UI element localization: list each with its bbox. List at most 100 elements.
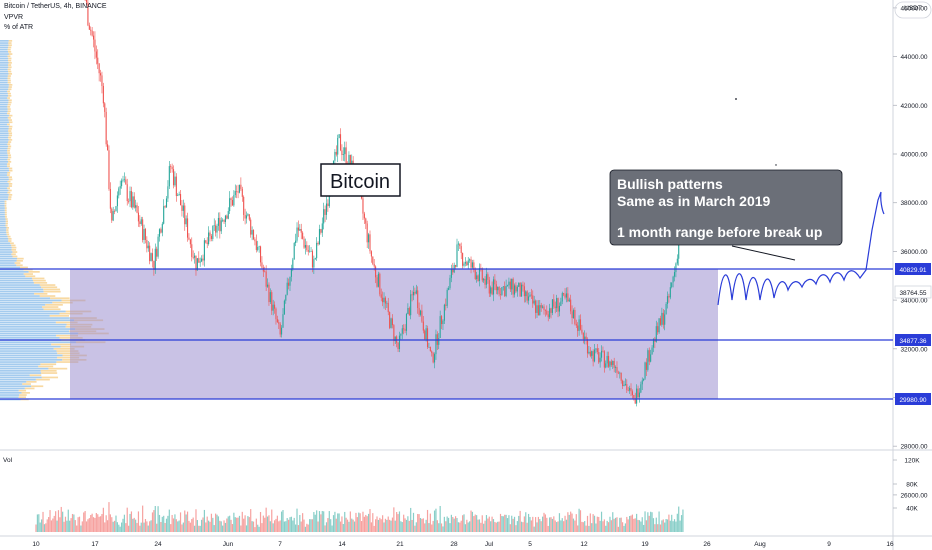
volume-bar <box>101 514 103 532</box>
volume-profile-bar-down <box>5 220 8 223</box>
candle-body <box>613 360 615 368</box>
candle-body <box>279 323 281 335</box>
candle-body <box>90 29 92 31</box>
volume-profile-bar-up <box>0 233 7 236</box>
volume-bar <box>377 519 380 532</box>
volume-bar <box>650 511 652 532</box>
volume-profile-bar-down <box>49 315 70 317</box>
volume-bar <box>335 518 337 532</box>
candle-body <box>115 206 117 212</box>
volume-profile-bar-up <box>0 271 29 273</box>
volume-bar <box>156 523 158 532</box>
volume-bar <box>154 506 156 532</box>
candle-body <box>241 188 243 197</box>
volume-bar <box>77 517 79 532</box>
callout-box[interactable] <box>609 169 843 246</box>
volume-bar <box>623 525 625 532</box>
candle-body <box>165 198 168 208</box>
volume-profile-bar-down <box>25 275 36 278</box>
volume-bar <box>105 515 107 532</box>
candle-body <box>640 384 642 393</box>
volume-bar <box>195 509 197 532</box>
candle-body <box>672 276 674 283</box>
volume-bar <box>505 514 507 532</box>
volume-profile-bar-up <box>0 231 7 234</box>
candle-body <box>236 191 238 192</box>
candle-body <box>91 30 93 36</box>
volume-bar <box>264 517 266 532</box>
indicator-vpvr[interactable]: VPVR <box>4 14 24 21</box>
candle-body <box>168 166 170 187</box>
projection-drawing[interactable] <box>717 191 885 306</box>
volume-profile-bar-up <box>0 359 63 361</box>
volume-bar <box>328 511 330 532</box>
volume-profile-bar-down <box>8 178 13 181</box>
candle-body <box>637 388 639 398</box>
volume-bar <box>637 519 639 532</box>
volume-bar <box>167 515 169 532</box>
time-axis[interactable]: 10 17 24 Jun 7 14 21 28 Jul 5 12 19 26 Aug 9 16 <box>32 541 894 548</box>
candle-body <box>633 395 635 399</box>
volume-bar <box>299 514 301 532</box>
candle-body <box>528 296 530 301</box>
volume-bar <box>215 513 217 532</box>
volume-bar <box>542 516 544 532</box>
volume-bar <box>425 519 427 532</box>
volume-profile-bar-down <box>57 352 80 355</box>
candle-body <box>650 354 652 362</box>
volume-bar <box>613 518 615 532</box>
currency-badge[interactable] <box>894 1 932 19</box>
price-axis[interactable]: 62000.0060000.0058000.0056000.0054000.00… <box>893 0 928 499</box>
volume-bar <box>658 511 660 532</box>
volume-bar <box>540 521 542 532</box>
volume-bar <box>407 516 409 532</box>
volume-profile-bar-down <box>40 363 57 366</box>
volume-bar <box>88 518 90 532</box>
volume-bar <box>600 511 603 532</box>
volume-bar <box>393 507 395 532</box>
volume-bar <box>115 515 117 532</box>
candle-body <box>380 294 382 298</box>
volume-profile-bar-down <box>9 242 14 245</box>
volume-profile-bar-up <box>0 238 9 240</box>
volume-bar <box>346 519 349 532</box>
volume-profile-bar-up <box>0 334 57 337</box>
candle-body <box>387 302 389 313</box>
candle-body <box>383 297 385 303</box>
volume-profile-bar-down <box>4 209 7 212</box>
volume-bar <box>495 522 497 532</box>
volume-profile-bar-down <box>18 396 27 399</box>
volume-profile-bar-down <box>7 92 11 95</box>
volume-bar <box>106 520 109 532</box>
title-box[interactable] <box>320 163 401 197</box>
candle-body <box>498 287 500 295</box>
candle-body <box>334 151 336 161</box>
candle-body <box>362 198 364 214</box>
volume-bar <box>515 525 517 532</box>
volume-bar <box>606 520 608 532</box>
volume-bar <box>607 522 610 532</box>
volume-profile-bar-up <box>0 119 9 121</box>
candle-body <box>311 251 314 268</box>
time-tick-label: 14 <box>338 541 346 548</box>
volume-bar <box>309 519 311 532</box>
candle-body <box>558 305 560 312</box>
symbol-title[interactable]: Bitcoin / TetherUS, 4h, BINANCE <box>4 3 107 10</box>
candle-body <box>182 205 184 211</box>
volume-bar <box>113 520 116 532</box>
candle-body <box>432 353 434 363</box>
volume-bar <box>184 510 186 532</box>
candle-body <box>626 384 628 391</box>
volume-profile-bar-up <box>0 99 9 102</box>
volume-bar <box>474 514 476 532</box>
indicator-atr[interactable]: % of ATR <box>4 24 34 31</box>
volume-profile-bar-up <box>0 191 8 194</box>
volume-bar <box>483 523 485 532</box>
volume-bar <box>259 511 262 532</box>
candle-body <box>143 228 145 240</box>
time-tick-label: 17 <box>91 541 99 548</box>
volume-bar <box>558 513 561 532</box>
volume-profile-bar-up <box>0 84 9 86</box>
volume-profile-bar-down <box>8 125 13 128</box>
